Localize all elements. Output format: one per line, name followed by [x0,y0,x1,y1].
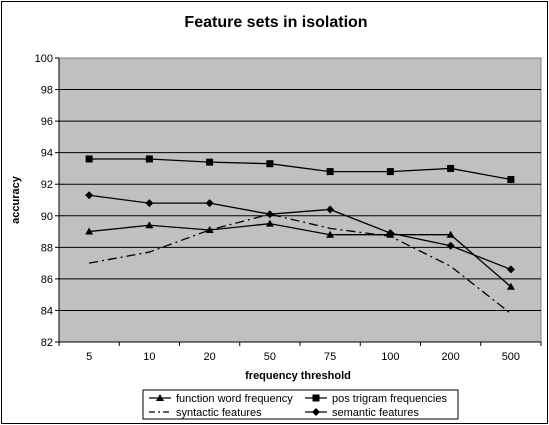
legend-label: semantic features [332,407,419,419]
legend-item: pos trigram frequencies [305,393,447,405]
legend-label: pos trigram frequencies [332,393,447,405]
data-point [446,230,455,238]
series-2 [89,213,512,315]
legend-label: syntactic features [176,407,262,419]
series-line [89,223,512,288]
chart-title: Feature sets in isolation [184,14,367,31]
legend-item: semantic features [305,407,419,419]
series-1 [85,155,515,183]
y-axis-label: accuracy [10,175,22,224]
y-tick-label: 88 [41,242,53,254]
data-point [85,191,94,200]
y-tick-label: 90 [41,211,53,223]
x-axis-label: frequency threshold [245,370,351,382]
y-tick-label: 86 [41,274,53,286]
plot-area [58,57,542,343]
series-group [85,155,515,315]
data-point [506,265,515,274]
series-3 [85,191,515,274]
data-point [266,160,274,168]
legend-swatch-marker [312,394,320,402]
x-tick-label: 500 [502,351,520,363]
data-point [386,229,395,238]
y-axis-ticks: 82 84 86 88 90 92 94 96 98 100 [35,53,541,349]
data-point [85,155,93,163]
data-point [265,210,274,219]
legend: function word frequency pos trigram frequ… [149,393,447,419]
data-point [326,205,335,214]
data-point [446,241,455,250]
data-point [205,225,214,233]
legend-box [142,389,459,420]
legend-item: function word frequency [149,393,293,405]
series-line [89,194,512,271]
x-tick-label: 50 [264,351,276,363]
x-axis-ticks: 5 10 20 50 75 100 200 500 [58,342,542,363]
y-tick-label: 82 [41,337,53,349]
x-tick-label: 10 [143,351,155,363]
y-tick-label: 92 [41,179,53,191]
data-point [145,155,153,163]
y-tick-label: 98 [41,85,53,97]
x-tick-label: 75 [324,351,336,363]
y-tick-label: 100 [35,53,53,65]
legend-item: syntactic features [149,407,262,419]
data-point [326,230,335,238]
data-point [145,221,154,229]
y-tick-label: 96 [41,116,53,128]
data-point [205,199,214,208]
legend-swatch-marker [156,394,164,401]
data-point [206,158,214,166]
x-tick-label: 5 [86,351,92,363]
legend-swatch-marker [312,408,320,416]
x-tick-label: 200 [441,351,459,363]
x-tick-label: 20 [204,351,216,363]
data-point [507,175,515,183]
gridlines [59,89,541,311]
data-point [265,219,274,227]
data-point [145,199,154,208]
series-line [89,213,512,315]
y-tick-label: 94 [41,148,53,160]
data-point [85,227,94,235]
data-point [326,168,334,176]
series-line [89,158,511,181]
data-point [447,164,455,172]
data-point [506,282,515,290]
data-point [386,168,394,176]
x-tick-label: 100 [381,351,399,363]
legend-label: function word frequency [176,393,293,405]
y-tick-label: 84 [41,305,53,317]
